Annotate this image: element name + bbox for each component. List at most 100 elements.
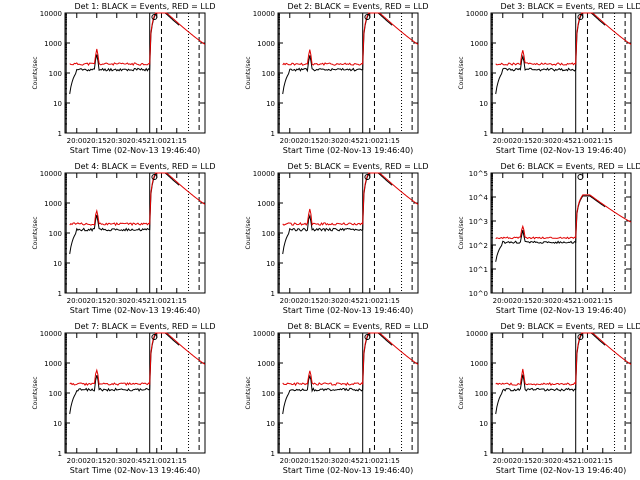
peak-marker (151, 14, 158, 20)
chart-title: Det 2: BLACK = Events, RED = LLD (288, 2, 429, 11)
series-events-line (282, 12, 393, 95)
y-tick-label: 1 (484, 130, 488, 138)
x-axis-label: Start Time (02-Nov-13 19:46:40) (70, 466, 200, 475)
x-tick-label: 21:00 (573, 457, 593, 465)
plot-frame (64, 172, 206, 294)
peak-marker (151, 334, 158, 340)
y-tick-label: 10^3 (469, 218, 488, 226)
x-tick-label: 20:15 (513, 137, 533, 145)
x-axis-label: Start Time (02-Nov-13 19:46:40) (283, 306, 413, 315)
y-tick-label: 10^1 (469, 266, 488, 274)
x-tick-label: 21:15 (167, 137, 187, 145)
peak-marker (364, 334, 371, 340)
series-events-line (495, 195, 606, 262)
y-tick-label: 100 (49, 230, 62, 238)
y-tick-label: 1000 (44, 200, 62, 208)
series-events-line (495, 12, 606, 95)
x-tick-label: 20:45 (127, 297, 147, 305)
y-axis-label: Counts/sec (458, 56, 465, 89)
series-lld-line (69, 12, 206, 67)
y-tick-label: 100 (475, 70, 488, 78)
series-lld-line (282, 12, 419, 66)
y-axis-label: Counts/sec (32, 216, 39, 249)
x-tick-label: 20:00 (67, 297, 87, 305)
x-tick-label: 21:15 (593, 137, 613, 145)
y-axis-label: Counts/sec (32, 376, 39, 409)
x-tick-label: 21:00 (573, 297, 593, 305)
chart-panel-7: Det 7: BLACK = Events, RED = LLD 1 10 100 10… (32, 322, 215, 475)
y-tick-label: 1 (58, 290, 62, 298)
x-tick-label: 21:00 (360, 457, 380, 465)
chart-title: Det 9: BLACK = Events, RED = LLD (501, 322, 640, 331)
chart-panel-4: Det 4: BLACK = Events, RED = LLD 1 10 100 10… (32, 162, 215, 315)
x-tick-label: 20:30 (107, 137, 127, 145)
x-tick-label: 20:00 (493, 297, 513, 305)
x-tick-label: 20:45 (340, 457, 360, 465)
x-tick-label: 20:30 (533, 457, 553, 465)
x-tick-label: 21:15 (380, 457, 400, 465)
plot-frame (277, 12, 419, 134)
y-tick-label: 10000 (466, 10, 488, 18)
x-axis-label: Start Time (02-Nov-13 19:46:40) (496, 146, 626, 155)
y-tick-label: 1000 (470, 40, 488, 48)
x-tick-label: 21:00 (147, 297, 167, 305)
y-tick-label: 10^4 (469, 194, 489, 202)
plot-frame (64, 12, 206, 134)
y-tick-label: 1000 (44, 360, 62, 368)
x-tick-label: 20:15 (513, 297, 533, 305)
y-tick-label: 10000 (253, 10, 275, 18)
x-tick-label: 20:30 (107, 297, 127, 305)
y-tick-label: 100 (49, 390, 62, 398)
x-tick-label: 20:00 (493, 137, 513, 145)
x-tick-label: 20:15 (87, 297, 107, 305)
series-lld-line (495, 332, 632, 386)
plot-frame (490, 332, 632, 454)
y-tick-label: 10 (266, 260, 275, 268)
y-tick-label: 10 (266, 420, 275, 428)
plot-frame (64, 332, 206, 454)
x-tick-label: 21:00 (360, 297, 380, 305)
y-tick-label: 100 (262, 70, 275, 78)
x-tick-label: 21:15 (593, 457, 613, 465)
series-lld-line (282, 332, 419, 387)
x-tick-label: 20:45 (340, 297, 360, 305)
y-tick-label: 10000 (40, 330, 62, 338)
y-tick-label: 10 (53, 100, 62, 108)
y-axis-label: Counts/sec (458, 216, 465, 249)
x-tick-label: 21:15 (593, 297, 613, 305)
x-tick-label: 20:00 (280, 297, 300, 305)
x-tick-label: 20:45 (127, 137, 147, 145)
chart-title: Det 1: BLACK = Events, RED = LLD (75, 2, 216, 11)
chart-panel-8: Det 8: BLACK = Events, RED = LLD 1 10 100 10… (245, 322, 428, 475)
y-tick-label: 10000 (466, 330, 488, 338)
series-lld-line (495, 194, 632, 240)
chart-panel-5: Det 5: BLACK = Events, RED = LLD 1 10 100 10… (245, 162, 428, 315)
x-tick-label: 20:30 (533, 297, 553, 305)
plot-frame (277, 172, 419, 294)
y-tick-label: 1000 (470, 360, 488, 368)
y-tick-label: 10^5 (469, 170, 488, 178)
y-tick-label: 1 (271, 130, 275, 138)
x-tick-label: 20:00 (280, 457, 300, 465)
y-tick-label: 10000 (253, 330, 275, 338)
y-tick-label: 10 (479, 420, 488, 428)
x-tick-label: 20:00 (67, 137, 87, 145)
x-tick-label: 20:45 (553, 297, 573, 305)
x-axis-label: Start Time (02-Nov-13 19:46:40) (496, 306, 626, 315)
peak-marker (364, 174, 371, 180)
x-tick-label: 20:15 (300, 137, 320, 145)
x-tick-label: 21:15 (380, 297, 400, 305)
y-tick-label: 1000 (257, 360, 275, 368)
y-tick-label: 10 (53, 260, 62, 268)
x-tick-label: 20:45 (553, 137, 573, 145)
y-tick-label: 100 (475, 390, 488, 398)
x-tick-label: 20:15 (300, 297, 320, 305)
chart-title: Det 5: BLACK = Events, RED = LLD (288, 162, 429, 171)
y-tick-label: 10 (479, 100, 488, 108)
y-tick-label: 1 (58, 130, 62, 138)
x-tick-label: 20:00 (280, 137, 300, 145)
y-axis-label: Counts/sec (245, 56, 252, 89)
y-tick-label: 10^2 (469, 242, 488, 250)
x-tick-label: 20:45 (553, 457, 573, 465)
